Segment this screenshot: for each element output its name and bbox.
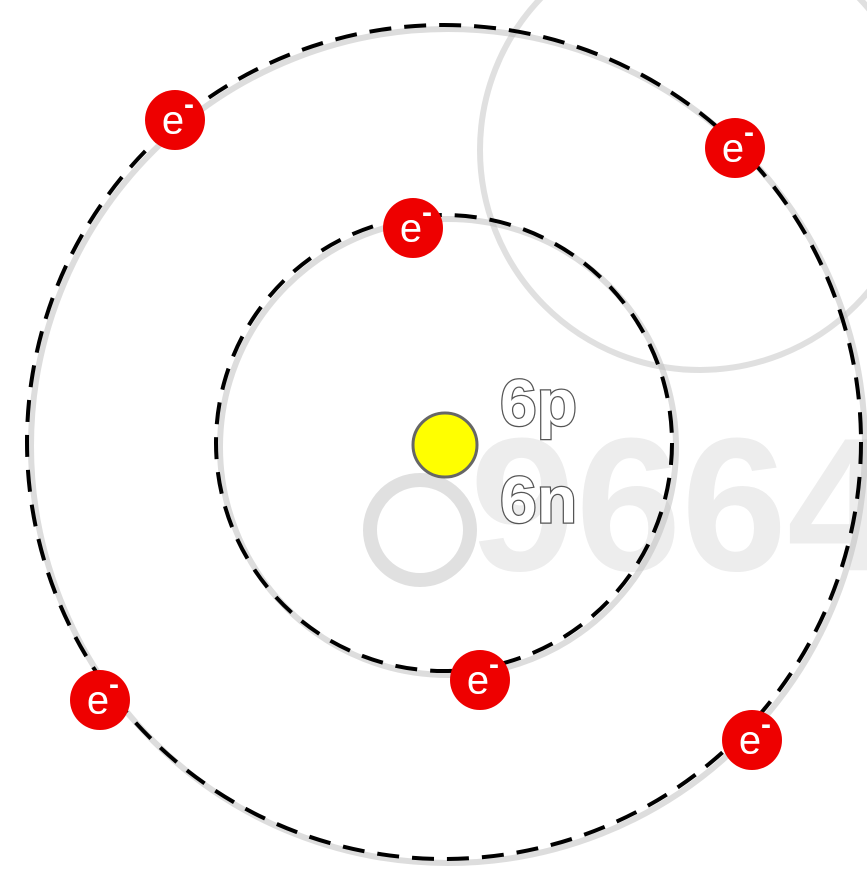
electron-symbol: e bbox=[722, 127, 744, 171]
nucleus bbox=[413, 413, 477, 477]
watermark-icon bbox=[370, 480, 470, 580]
neutron-count: 6n bbox=[500, 462, 577, 536]
electron-symbol: e bbox=[87, 679, 109, 723]
atom-diagram: 9664 6p 6n e-e-e-e-e-e- bbox=[0, 0, 867, 876]
electron-charge: - bbox=[422, 196, 432, 229]
electron-charge: - bbox=[761, 708, 771, 741]
page: {"watermark": "9664", "nucleus": {"proto… bbox=[0, 0, 867, 876]
electron-charge: - bbox=[744, 116, 754, 149]
proton-count: 6p bbox=[500, 365, 577, 439]
electron-charge: - bbox=[489, 648, 499, 681]
electron-charge: - bbox=[184, 88, 194, 121]
watermark: 9664 bbox=[370, 0, 867, 611]
electron-symbol: e bbox=[400, 207, 422, 251]
electron-symbol: e bbox=[739, 719, 761, 763]
watermark-shape bbox=[480, 0, 867, 370]
electron-charge: - bbox=[109, 668, 119, 701]
electron-symbol: e bbox=[467, 659, 489, 703]
electron-symbol: e bbox=[162, 99, 184, 143]
